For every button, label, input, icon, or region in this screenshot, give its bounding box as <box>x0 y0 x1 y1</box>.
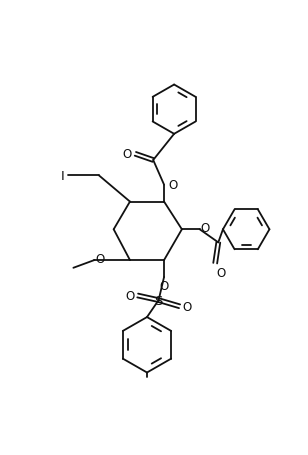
Text: O: O <box>95 253 104 265</box>
Text: O: O <box>160 280 169 293</box>
Text: O: O <box>201 222 210 235</box>
Text: O: O <box>168 179 177 192</box>
Text: S: S <box>154 294 163 307</box>
Text: O: O <box>125 289 135 302</box>
Text: O: O <box>216 267 225 280</box>
Text: O: O <box>183 300 192 313</box>
Text: O: O <box>122 148 132 161</box>
Text: I: I <box>61 170 65 182</box>
